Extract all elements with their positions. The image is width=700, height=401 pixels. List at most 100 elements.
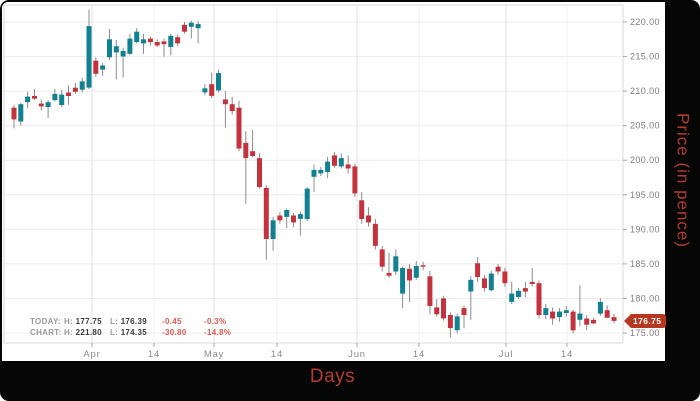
candle[interactable] [93, 57, 99, 77]
candle[interactable] [25, 91, 31, 109]
candle[interactable] [386, 252, 392, 278]
candle[interactable] [352, 163, 358, 197]
candle[interactable] [454, 313, 460, 334]
candle[interactable] [345, 155, 351, 174]
candle[interactable] [127, 33, 133, 56]
candle[interactable] [461, 305, 467, 329]
candle[interactable] [516, 288, 521, 300]
candle[interactable] [495, 263, 501, 275]
y-tick-label: 185.00 [630, 259, 660, 269]
candle[interactable] [311, 164, 317, 192]
candle[interactable] [372, 219, 378, 250]
candle[interactable] [100, 62, 106, 76]
candle[interactable] [113, 40, 119, 80]
candle[interactable] [597, 298, 603, 316]
candle[interactable] [604, 305, 610, 318]
candle[interactable] [359, 192, 365, 224]
candle[interactable] [304, 187, 310, 221]
candle[interactable] [434, 299, 440, 317]
candle[interactable] [413, 261, 419, 280]
candle[interactable] [38, 99, 44, 111]
candle[interactable] [141, 33, 146, 54]
chart-panel: 220.00 215.00 210.00 205.00 200.00 195.00 190.… [2, 2, 665, 361]
candle[interactable] [393, 249, 399, 275]
candlestick-chart[interactable]: 220.00 215.00 210.00 205.00 200.00 195.00 190.… [2, 2, 667, 361]
candle[interactable] [79, 78, 85, 93]
candle[interactable] [318, 167, 324, 177]
y-tick-label: 175.00 [630, 328, 660, 338]
candle[interactable] [543, 304, 549, 320]
candle[interactable] [134, 28, 140, 44]
candle[interactable] [284, 208, 290, 228]
candle[interactable] [52, 89, 58, 102]
candle[interactable] [161, 38, 167, 57]
candle[interactable] [236, 100, 242, 152]
candle[interactable] [107, 28, 112, 60]
candle[interactable] [509, 281, 515, 304]
candle[interactable] [570, 309, 576, 334]
candle[interactable] [325, 156, 331, 179]
x-tick-label: Jun [348, 349, 366, 360]
candle[interactable] [270, 216, 276, 251]
candle[interactable] [332, 151, 337, 168]
candle[interactable] [441, 295, 446, 321]
candle[interactable] [502, 268, 508, 287]
candle[interactable] [366, 207, 371, 227]
candle[interactable] [611, 314, 617, 324]
candle[interactable] [32, 89, 37, 101]
y-tick-label: 190.00 [630, 224, 660, 234]
candle[interactable] [475, 257, 481, 282]
candle[interactable] [222, 91, 228, 128]
candle[interactable] [522, 281, 528, 298]
candle[interactable] [168, 33, 174, 56]
y-tick-label: 195.00 [630, 190, 660, 200]
candle[interactable] [86, 9, 92, 89]
candle[interactable] [447, 312, 453, 338]
candle[interactable] [216, 69, 221, 93]
candle[interactable] [577, 285, 583, 327]
candle[interactable] [529, 268, 535, 287]
chart-low: L: 174.35 [110, 328, 147, 337]
candle[interactable] [188, 20, 194, 39]
candle[interactable] [66, 85, 71, 105]
candle[interactable] [488, 270, 494, 292]
candle[interactable] [154, 39, 160, 47]
candle[interactable] [195, 21, 201, 44]
chart-label: CHART: [30, 328, 62, 337]
candle[interactable] [72, 82, 78, 94]
candle[interactable] [557, 308, 562, 322]
candle[interactable] [420, 261, 426, 271]
candle[interactable] [209, 72, 215, 99]
candle[interactable] [147, 36, 153, 46]
candle[interactable] [591, 317, 596, 324]
candle[interactable] [400, 266, 406, 309]
today-change-pct: -0.3% [204, 317, 227, 326]
candle[interactable] [277, 212, 283, 224]
candle[interactable] [45, 100, 51, 119]
x-tick-label: Jul [499, 349, 514, 360]
candle[interactable] [120, 47, 126, 78]
candle[interactable] [584, 315, 590, 331]
candle[interactable] [427, 270, 433, 315]
candle[interactable] [407, 263, 412, 302]
candle[interactable] [250, 129, 256, 158]
candle[interactable] [338, 153, 344, 169]
candle[interactable] [59, 89, 65, 107]
candle[interactable] [243, 131, 249, 204]
candle[interactable] [263, 185, 269, 260]
candle[interactable] [11, 104, 17, 129]
candle[interactable] [18, 102, 24, 126]
candle[interactable] [291, 212, 296, 228]
candle[interactable] [550, 307, 556, 325]
candle[interactable] [202, 84, 208, 96]
candle[interactable] [536, 280, 542, 319]
candle[interactable] [229, 96, 235, 115]
candle[interactable] [482, 274, 487, 292]
candle[interactable] [297, 211, 303, 236]
candle[interactable] [175, 34, 181, 47]
candle[interactable] [468, 276, 474, 320]
candle[interactable] [257, 153, 262, 189]
candle[interactable] [563, 306, 569, 317]
candle[interactable] [182, 22, 187, 34]
candle[interactable] [379, 245, 385, 272]
